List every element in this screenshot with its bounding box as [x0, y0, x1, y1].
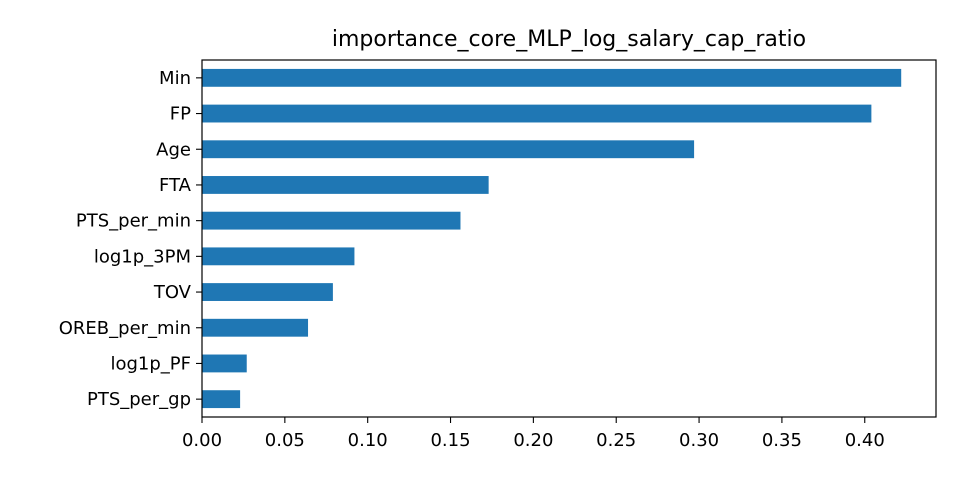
x-tick-label: 0.05	[265, 430, 305, 451]
x-axis: 0.00 0.05 0.10 0.15 0.20 0.25 0.30 0.35 0.40	[182, 417, 885, 451]
bar-log1p_3PM	[202, 247, 355, 266]
x-tick-label: 0.30	[679, 430, 719, 451]
bar-Age	[202, 140, 695, 159]
y-tick-label: PTS_per_gp	[87, 389, 191, 410]
bar-FTA	[202, 176, 489, 194]
bar-PTS_per_min	[202, 211, 461, 230]
chart-title: importance_core_MLP_log_salary_cap_ratio	[332, 27, 806, 52]
y-tick-label: log1p_PF	[110, 353, 191, 374]
bar-Min	[202, 68, 902, 87]
y-axis: PTS_per_gp log1p_PF OREB_per_min TOV log1p_3…	[59, 68, 202, 410]
y-tick-label: FP	[170, 104, 191, 125]
bar-TOV	[202, 283, 333, 301]
x-tick-label: 0.25	[596, 430, 636, 451]
y-tick-label: TOV	[153, 282, 192, 303]
x-tick-label: 0.00	[182, 430, 222, 451]
x-tick-label: 0.10	[348, 430, 388, 451]
bar-OREB_per_min	[202, 318, 309, 337]
bar-PTS_per_gp	[202, 390, 241, 409]
x-tick-label: 0.20	[513, 430, 553, 451]
plot-frame	[201, 59, 937, 418]
x-tick-label: 0.15	[430, 430, 470, 451]
y-tick-label: Min	[159, 68, 191, 89]
y-tick-label: log1p_3PM	[94, 246, 191, 267]
bar-log1p_PF	[202, 354, 247, 373]
y-tick-label: Age	[156, 139, 191, 160]
x-tick-label: 0.35	[762, 430, 802, 451]
x-tick-label: 0.40	[845, 430, 885, 451]
bars-layer	[202, 68, 902, 409]
y-tick-label: PTS_per_min	[76, 211, 191, 232]
y-tick-label: FTA	[159, 175, 192, 196]
y-tick-label: OREB_per_min	[59, 318, 191, 339]
bar-FP	[202, 104, 872, 123]
